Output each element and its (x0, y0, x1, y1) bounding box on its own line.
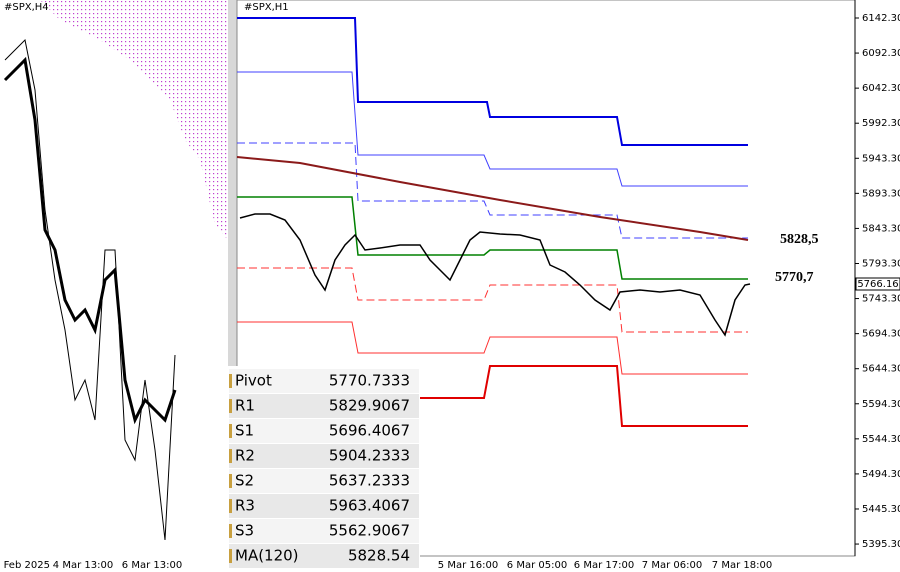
level-name: R1 (235, 397, 255, 415)
y-label: 5793.30 (862, 258, 900, 269)
row-icon (229, 549, 232, 563)
table-row (229, 469, 419, 493)
y-label: 5694.30 (862, 329, 900, 340)
y-label: 5544.30 (862, 434, 900, 445)
y-label: 6042.30 (862, 83, 900, 94)
row-icon (229, 499, 232, 513)
x-label: 7 Mar 06:00 (642, 560, 702, 571)
row-icon (229, 374, 232, 388)
y-label: 5992.30 (862, 118, 900, 129)
y-label: 5843.30 (862, 223, 900, 234)
y-label: 5395.30 (862, 539, 900, 550)
y-label: 5893.30 (862, 188, 900, 199)
ma-annotation: 5828,5 (780, 232, 819, 247)
row-icon (229, 424, 232, 438)
symbol-label: #SPX,H1 (244, 2, 289, 13)
level-value: 5637.2333 (329, 472, 410, 490)
y-label: 5494.30 (862, 469, 900, 480)
x-label: 5 Mar 16:00 (438, 560, 498, 571)
price-candles (239, 213, 751, 337)
level-name: R2 (235, 447, 255, 465)
x-label: 6 Mar 17:00 (574, 560, 634, 571)
left-chart: #SPX,H4 4 Feb 2025 4 Mar 13:00 6 Mar 13:… (0, 0, 237, 572)
r2-line (237, 71, 748, 187)
x-axis: 5 Mar 16:00 6 Mar 05:00 6 Mar 17:00 7 Mar 0… (438, 560, 772, 571)
y-axis: 6142.30 6092.30 6042.30 5992.30 5943.30 5893.… (855, 13, 900, 550)
s3-line (420, 365, 748, 427)
s2-line (237, 321, 748, 375)
y-label: 6142.30 (862, 13, 900, 24)
y-label: 5943.30 (862, 153, 900, 164)
x-label: 7 Mar 18:00 (712, 560, 772, 571)
row-icon (229, 474, 232, 488)
level-name: Pivot (235, 372, 272, 390)
table-row (229, 369, 419, 393)
table-row (229, 519, 419, 543)
level-name: R3 (235, 497, 255, 515)
ichimoku-cloud (40, 0, 228, 240)
level-name: MA(120) (235, 547, 299, 565)
row-icon (229, 399, 232, 413)
table-row (229, 444, 419, 468)
right-chart: #SPX,H1 5766.16 5828,5 5770,7 (236, 0, 900, 557)
table-row (229, 494, 419, 518)
level-name: S1 (235, 422, 254, 440)
level-value: 5829.9067 (329, 397, 410, 415)
s1-line (237, 267, 748, 333)
price-wicks (4, 38, 176, 541)
symbol-label: #SPX,H4 (4, 2, 49, 13)
levels-table: Pivot 5770.7333 R1 5829.9067 S1 5696.4067 R2 59… (228, 366, 420, 572)
x-label: 4 Mar 13:00 (53, 560, 113, 571)
r1-line (237, 142, 748, 239)
level-value: 5963.4067 (329, 497, 410, 515)
divider[interactable] (228, 0, 237, 572)
table-row (229, 544, 419, 568)
x-label: 6 Mar 05:00 (507, 560, 567, 571)
y-label: 6092.30 (862, 48, 900, 59)
level-value: 5562.9067 (329, 522, 410, 540)
row-icon (229, 449, 232, 463)
r3-line (237, 17, 748, 146)
table-row (229, 419, 419, 443)
level-value: 5904.2333 (329, 447, 410, 465)
level-value: 5696.4067 (329, 422, 410, 440)
current-price: 5766.16 (857, 279, 898, 290)
ma-line (236, 156, 749, 241)
x-label: 4 Feb 2025 (0, 560, 50, 571)
level-value: 5770.7333 (329, 372, 410, 390)
y-label: 5445.30 (862, 504, 900, 515)
level-name: S3 (235, 522, 254, 540)
y-label: 5594.30 (862, 399, 900, 410)
price-tag (855, 277, 900, 291)
y-label: 5743.30 (862, 294, 900, 305)
x-label: 6 Mar 13:00 (122, 560, 182, 571)
level-name: S2 (235, 472, 254, 490)
table-row (229, 394, 419, 418)
pivot-line (237, 196, 748, 280)
row-icon (229, 524, 232, 538)
pivot-annotation: 5770,7 (775, 270, 814, 285)
y-label: 5644.30 (862, 364, 900, 375)
price-candles (3, 56, 177, 425)
level-value: 5828.54 (348, 547, 410, 565)
